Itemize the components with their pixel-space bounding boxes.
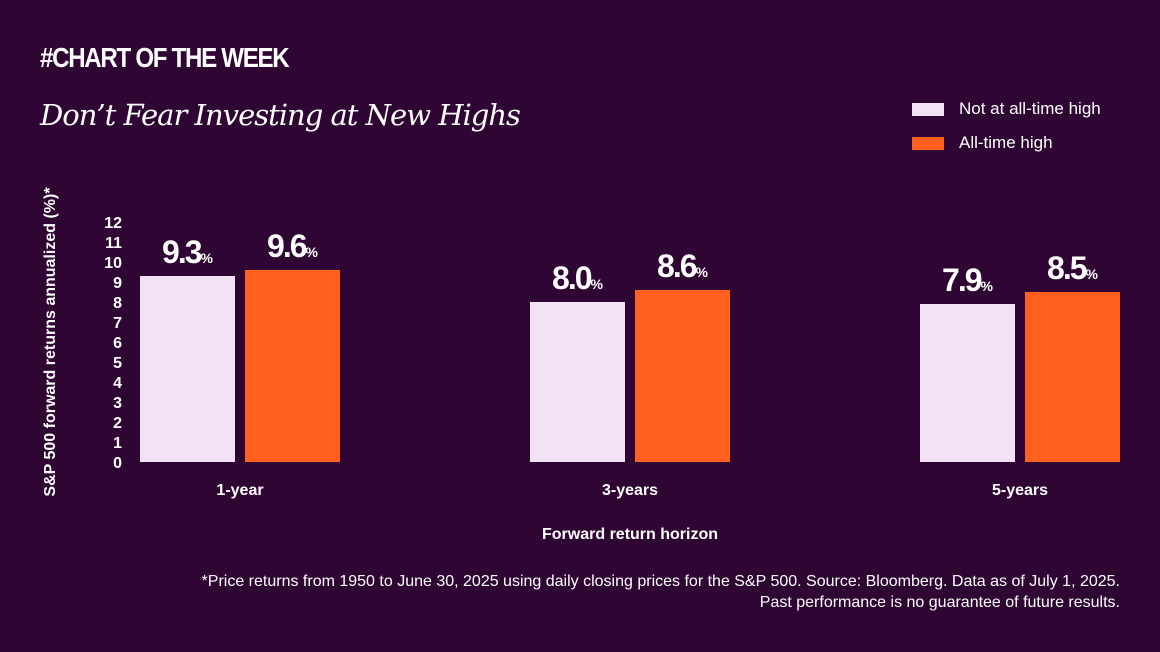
value-label: 8.0%: [552, 260, 603, 296]
legend-label-not-at-high: Not at all-time high: [959, 99, 1101, 118]
legend: Not at all-time high All-time high: [912, 97, 1101, 165]
chart-of-the-week-tag: #CHART OF THE WEEK: [40, 42, 290, 73]
x-axis-label: Forward return horizon: [542, 526, 718, 543]
y-tick-label: 9: [113, 275, 122, 292]
x-category-label: 3-years: [602, 482, 658, 499]
value-label: 7.9%: [942, 262, 993, 298]
y-tick-label: 11: [105, 235, 122, 252]
bar-not-at-high: [140, 276, 235, 462]
y-tick-label: 2: [113, 415, 122, 432]
y-tick-label: 3: [113, 395, 122, 412]
legend-label-all-time-high: All-time high: [959, 133, 1053, 152]
y-tick-label: 1: [113, 435, 122, 452]
x-category-label: 1-year: [216, 482, 263, 499]
y-tick-label: 4: [113, 375, 122, 392]
y-tick-label: 0: [113, 455, 122, 472]
value-label: 9.3%: [162, 234, 213, 270]
y-tick-label: 6: [113, 335, 122, 352]
y-tick-label: 7: [113, 315, 122, 332]
bar-not-at-high: [530, 302, 625, 462]
y-tick-label: 12: [104, 215, 122, 232]
x-category-label: 5-years: [992, 482, 1048, 499]
value-label: 8.6%: [657, 248, 708, 284]
footnote-line-1: *Price returns from 1950 to June 30, 202…: [201, 573, 1120, 590]
legend-swatch-all-time-high: [912, 136, 944, 150]
y-tick-label: 5: [113, 355, 122, 372]
footnote-line-2: Past performance is no guarantee of futu…: [759, 594, 1120, 611]
bar-all-time-high: [635, 290, 730, 462]
y-tick-label: 10: [104, 255, 122, 272]
chart-title: Don’t Fear Investing at New Highs: [40, 98, 521, 132]
legend-item-all-time-high: All-time high: [912, 131, 1101, 155]
y-axis-label: S&P 500 forward returns annualized (%)*: [42, 187, 59, 497]
footnote: *Price returns from 1950 to June 30, 202…: [202, 571, 1120, 613]
bar-all-time-high: [1025, 292, 1120, 462]
value-label: 8.5%: [1047, 250, 1098, 286]
value-label: 9.6%: [267, 228, 318, 264]
legend-item-not-at-high: Not at all-time high: [912, 97, 1101, 121]
bar-all-time-high: [245, 270, 340, 462]
y-tick-label: 8: [113, 295, 122, 312]
bar-not-at-high: [920, 304, 1015, 462]
legend-swatch-not-at-high: [912, 102, 944, 116]
